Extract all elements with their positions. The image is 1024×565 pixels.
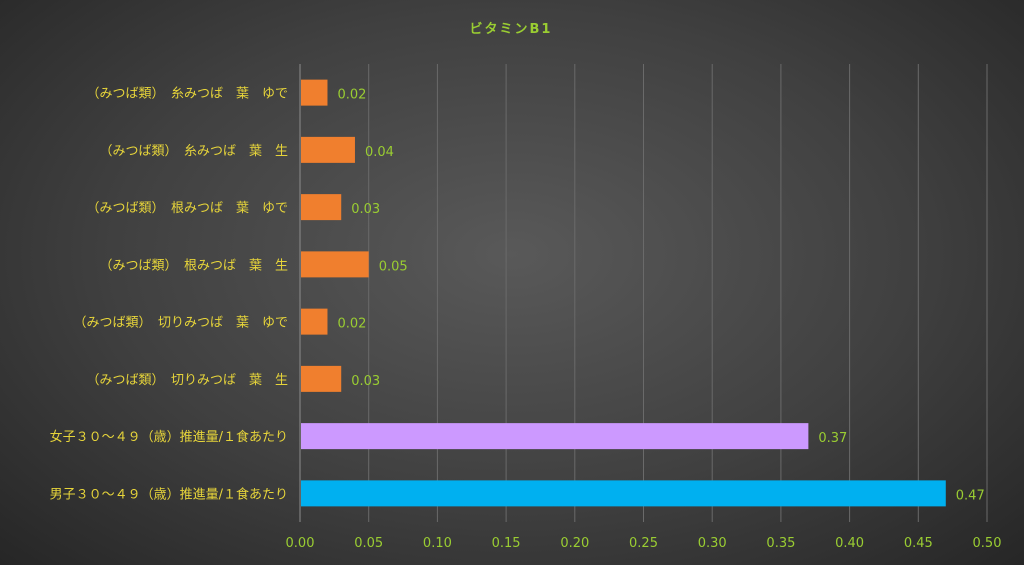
category-label: （みつば類） 糸みつば 葉 生 (99, 144, 288, 159)
bar (301, 480, 946, 507)
category-labels: （みつば類） 糸みつば 葉 ゆで （みつば類） 糸みつば 葉 生 （みつば類） 根み… (50, 87, 288, 503)
data-label: 0.04 (365, 145, 394, 160)
bar (301, 423, 809, 450)
category-label: （みつば類） 糸みつば 葉 ゆで (86, 87, 288, 102)
category-label: （みつば類） 切りみつば 葉 生 (86, 373, 288, 388)
bar (301, 251, 369, 278)
data-label: 0.02 (337, 317, 366, 332)
data-label: 0.03 (351, 202, 380, 217)
category-label: 女子３０～４９（歳）推進量/１食あたり (50, 429, 288, 445)
bar (301, 308, 328, 335)
x-tick-label: 0.45 (904, 536, 933, 551)
category-label: （みつば類） 根みつば 葉 ゆで (86, 201, 288, 216)
x-tick-label: 0.05 (354, 536, 383, 551)
chart-title: ビタミンB1 (470, 21, 553, 37)
x-tick-label: 0.50 (973, 536, 1002, 551)
bar (301, 194, 342, 221)
x-tick-label: 0.40 (835, 536, 864, 551)
x-tick-labels: 0.00 0.05 0.10 0.15 0.20 0.25 0.30 0.35 0.40 0.45… (286, 536, 1002, 551)
category-label: （みつば類） 根みつば 葉 生 (99, 258, 288, 273)
data-label: 0.37 (818, 431, 847, 446)
category-label: （みつば類） 切りみつば 葉 ゆで (73, 316, 288, 331)
x-tick-label: 0.20 (560, 536, 589, 551)
bar (301, 365, 342, 392)
category-label: 男子３０～４９（歳）推進量/１食あたり (50, 486, 288, 502)
x-tick-label: 0.25 (629, 536, 658, 551)
data-label: 0.02 (337, 88, 366, 103)
bars (301, 79, 946, 507)
bar (301, 79, 328, 106)
data-label: 0.05 (379, 259, 408, 274)
grid-lines (299, 64, 988, 522)
x-tick-label: 0.30 (698, 536, 727, 551)
data-label: 0.47 (956, 488, 985, 503)
x-tick-label: 0.10 (423, 536, 452, 551)
bar (301, 136, 355, 163)
x-tick-label: 0.00 (286, 536, 315, 551)
data-label: 0.03 (351, 374, 380, 389)
x-tick-label: 0.35 (766, 536, 795, 551)
x-tick-label: 0.15 (492, 536, 521, 551)
data-labels: 0.02 0.04 0.03 0.05 0.02 0.03 0.37 0.47 (337, 88, 984, 504)
